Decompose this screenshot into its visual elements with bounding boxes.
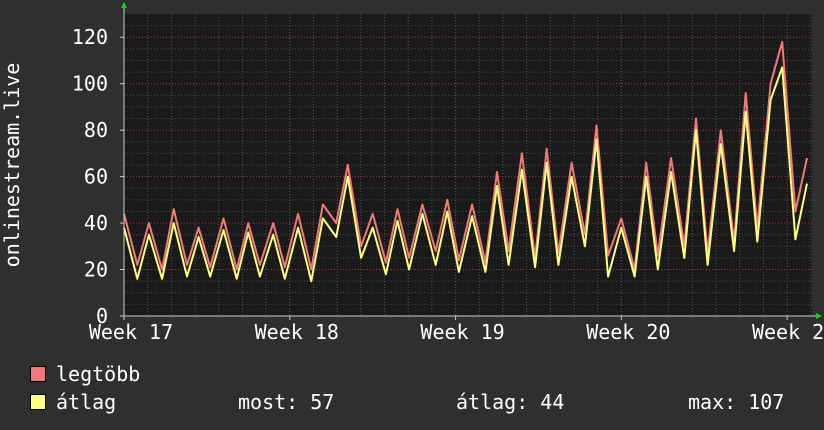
y-tick-label: 100 [72, 72, 108, 96]
series-line-atlag [123, 66, 808, 283]
y-tick-label: 20 [84, 258, 108, 282]
x-tick-label: Week 19 [420, 320, 504, 340]
y-tick-label: 0 [96, 304, 108, 328]
y-axis-arrow [121, 2, 127, 8]
legend-label-legtobb: legtöbb [56, 362, 141, 386]
plot-area [124, 14, 812, 316]
legend-swatch-legtobb [30, 366, 46, 382]
stat-average: átlag: 44 [456, 390, 565, 414]
y-axis-title: onlinestream.live [0, 63, 24, 268]
series-line-legtobb [123, 40, 808, 271]
x-tick-label: Week 17 [89, 320, 173, 340]
y-tick-label: 80 [84, 118, 108, 142]
rrd-graph: 0 20 40 60 80 100 120 Week 17 Week 18 Week 19 Week… [0, 2, 824, 340]
stat-max: max: 107 [688, 390, 785, 414]
x-tick-label: Week 20 [586, 320, 670, 340]
legend-item-legtobb: legtöbb [30, 362, 140, 386]
y-tick-label: 120 [72, 25, 108, 49]
y-tick-label: 60 [84, 165, 108, 189]
y-tick-label: 40 [84, 211, 108, 235]
x-tick-label: Week 21 [752, 320, 824, 340]
legend-swatch-atlag [30, 394, 46, 410]
stat-current: most: 57 [238, 390, 335, 414]
legend-label-atlag: átlag [56, 390, 117, 414]
legend-item-atlag: átlag [30, 390, 116, 414]
x-tick-label: Week 18 [255, 320, 339, 340]
x-axis-arrow [816, 313, 822, 319]
